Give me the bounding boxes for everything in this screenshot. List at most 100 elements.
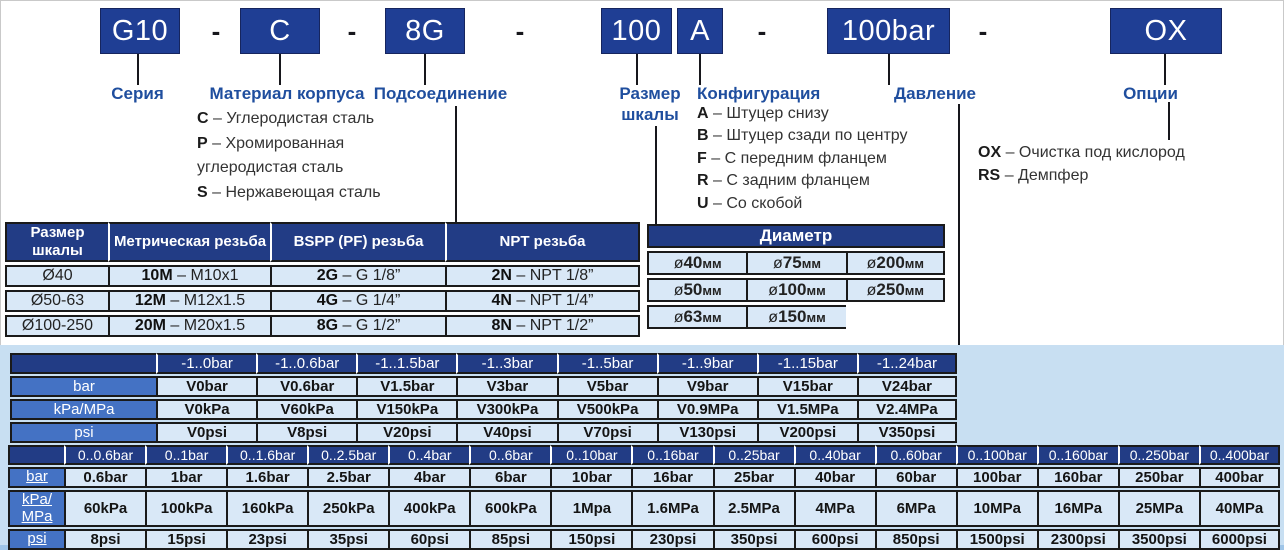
option-desc: – Углеродистая сталь bbox=[213, 110, 375, 127]
table-row: psi V0psi V8psi V20psi V40psi V70psi V13… bbox=[10, 422, 957, 443]
connector-line-pressure bbox=[888, 54, 890, 85]
data-cell: 12M – M12x1.5 bbox=[108, 290, 270, 312]
dia-number: 63 bbox=[683, 307, 703, 327]
diameter-cell: ø40мм bbox=[647, 251, 747, 276]
data-cell: V1.5bar bbox=[356, 376, 457, 397]
size-cell: Ø50-63 bbox=[5, 290, 108, 312]
header-cell: 0..1.6bar bbox=[226, 445, 308, 465]
data-cell: V0bar bbox=[156, 376, 257, 397]
table-row: kPa/MPa V0kPa V60kPa V150kPa V300kPa V50… bbox=[10, 399, 957, 420]
header-cell: 0..4bar bbox=[388, 445, 470, 465]
table-header-row: -1..0bar -1..0.6bar -1..1.5bar -1..3bar … bbox=[10, 353, 957, 374]
data-cell: 850psi bbox=[874, 529, 956, 550]
label-configuration: Конфигурация bbox=[697, 84, 821, 103]
connector-line-diameter bbox=[655, 126, 657, 225]
data-cell: 60psi bbox=[388, 529, 470, 550]
dia-number: 50 bbox=[683, 280, 703, 300]
dia-number: 200 bbox=[876, 253, 905, 273]
table-header-row: Размер шкалы Метрическая резьба BSPP (PF… bbox=[5, 222, 640, 262]
data-cell: 20M – M20x1.5 bbox=[108, 315, 270, 337]
data-cell: 4MPa bbox=[793, 490, 875, 527]
table-row: Ø100-250 20M – M20x1.5 8G – G 1/2” 8N – … bbox=[5, 315, 640, 337]
data-cell: 400kPa bbox=[388, 490, 470, 527]
data-cell: 1.6MPa bbox=[631, 490, 713, 527]
connector-line-options-list bbox=[1168, 102, 1170, 140]
code-box-options: OX bbox=[1110, 8, 1222, 54]
dia-prefix: ø bbox=[673, 255, 684, 273]
data-cell: 6MPa bbox=[874, 490, 956, 527]
option-desc: – С передним фланцем bbox=[711, 149, 887, 167]
diameter-cell: ø200мм bbox=[845, 251, 945, 276]
table-header-row: Диаметр bbox=[647, 224, 945, 249]
data-cell: 35psi bbox=[307, 529, 389, 550]
diameter-cell: ø250мм bbox=[845, 278, 945, 303]
dia-unit: мм bbox=[702, 283, 722, 299]
data-cell: 25bar bbox=[712, 467, 794, 488]
table-row: ø40мм ø75мм ø200мм bbox=[647, 251, 945, 276]
data-cell: 2N – NPT 1/8” bbox=[445, 265, 640, 287]
header-cell: -1..24bar bbox=[856, 353, 957, 374]
data-cell: V3bar bbox=[456, 376, 557, 397]
table-row: ø63мм ø150мм bbox=[647, 305, 945, 330]
row-label: kPa/ MPa bbox=[8, 490, 64, 527]
dia-number: 40 bbox=[683, 253, 703, 273]
value-part: – M10x1 bbox=[177, 267, 239, 284]
diameter-table: Диаметр ø40мм ø75мм ø200мм ø50мм ø100мм … bbox=[647, 221, 945, 332]
value-part: – M20x1.5 bbox=[170, 317, 246, 334]
empty-cell bbox=[846, 305, 945, 329]
list-item: A – Штуцер снизу bbox=[697, 103, 957, 125]
list-item: B – Штуцер сзади по центру bbox=[697, 125, 957, 147]
data-cell: V150kPa bbox=[356, 399, 457, 420]
option-key: B bbox=[697, 127, 709, 145]
data-cell: 8N – NPT 1/2” bbox=[445, 315, 640, 337]
option-key: U bbox=[697, 194, 709, 212]
data-cell: 3500psi bbox=[1117, 529, 1199, 550]
table-header-row: 0..0.6bar 0..1bar 0..1.6bar 0..2.5bar 0.… bbox=[8, 445, 1280, 465]
list-item: F – С передним фланцем bbox=[697, 148, 957, 170]
data-cell: 1bar bbox=[145, 467, 227, 488]
code-part: 4N bbox=[491, 292, 512, 309]
data-cell: V130psi bbox=[656, 422, 757, 443]
table-row: Ø40 10M – M10x1 2G – G 1/8” 2N – NPT 1/8… bbox=[5, 265, 640, 287]
data-cell: 0.6bar bbox=[64, 467, 146, 488]
data-cell: 8psi bbox=[64, 529, 146, 550]
header-cell: 0..2.5bar bbox=[307, 445, 389, 465]
data-cell: 100bar bbox=[955, 467, 1037, 488]
data-cell: 4bar bbox=[388, 467, 470, 488]
header-cell: 0..40bar bbox=[793, 445, 875, 465]
data-cell: 4G – G 1/4” bbox=[270, 290, 445, 312]
label-dial-size: Размер bbox=[619, 84, 681, 103]
header-cell: 0..10bar bbox=[550, 445, 632, 465]
pressure-ranges-table: 0..0.6bar 0..1bar 0..1.6bar 0..2.5bar 0.… bbox=[8, 443, 1280, 550]
connector-line-material bbox=[279, 54, 281, 85]
code-box-connection: 8G bbox=[385, 8, 465, 54]
header-cell: 0..6bar bbox=[469, 445, 551, 465]
header-cell: 0..0.6bar bbox=[64, 445, 146, 465]
header-cell: 0..400bar bbox=[1198, 445, 1280, 465]
data-cell: V15bar bbox=[756, 376, 857, 397]
data-cell: 2.5MPa bbox=[712, 490, 794, 527]
dia-prefix: ø bbox=[866, 255, 877, 273]
table-row: kPa/ MPa 60kPa 100kPa 160kPa 250kPa 400k… bbox=[8, 490, 1280, 527]
configuration-options-list: A – Штуцер снизу B – Штуцер сзади по цен… bbox=[697, 103, 957, 215]
header-cell: Размер шкалы bbox=[5, 222, 108, 262]
option-key: S bbox=[197, 183, 208, 201]
list-item: U – Со скобой bbox=[697, 193, 957, 215]
option-key: OX bbox=[978, 144, 1002, 161]
row-label: kPa/MPa bbox=[10, 399, 156, 420]
dia-unit: мм bbox=[801, 256, 821, 272]
data-cell: V300kPa bbox=[456, 399, 557, 420]
data-cell: 10MPa bbox=[955, 490, 1037, 527]
data-cell: V60kPa bbox=[256, 399, 357, 420]
code-box-pressure: 100bar bbox=[827, 8, 950, 54]
data-cell: 60kPa bbox=[64, 490, 146, 527]
code-separator: - bbox=[347, 15, 357, 46]
header-cell: -1..0.6bar bbox=[256, 353, 357, 374]
dia-unit: мм bbox=[702, 256, 722, 272]
code-part: 20M bbox=[134, 317, 166, 334]
corner-cell bbox=[10, 353, 156, 374]
connector-line-connection bbox=[424, 54, 426, 85]
header-cell: -1..1.5bar bbox=[356, 353, 457, 374]
header-cell: 0..16bar bbox=[631, 445, 713, 465]
label-options: Опции bbox=[1123, 84, 1178, 103]
